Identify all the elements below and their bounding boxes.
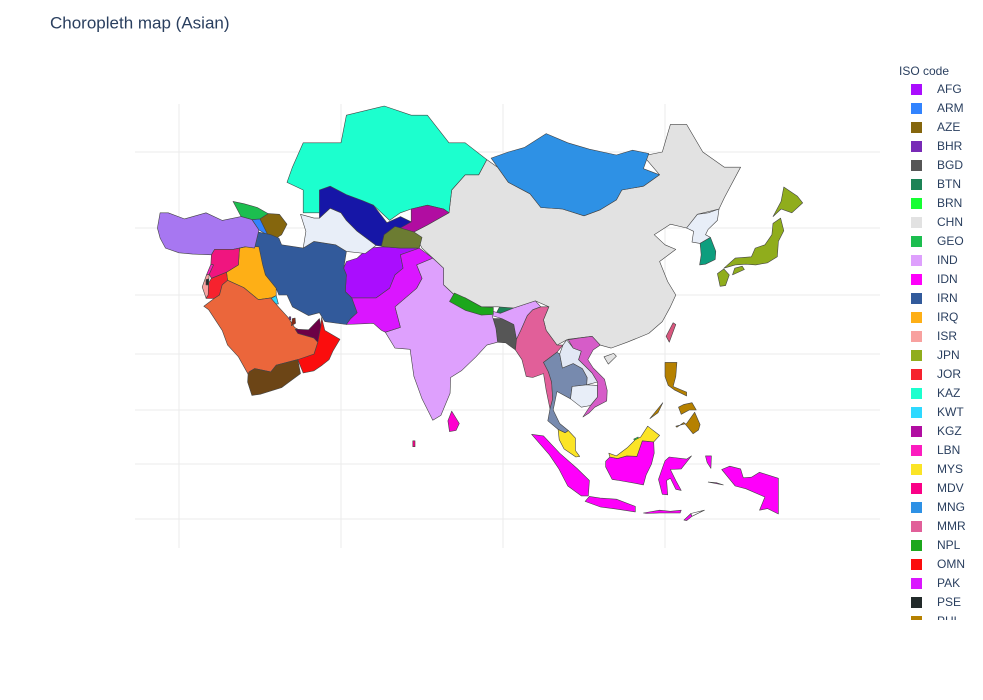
country-shape [686, 208, 720, 244]
country-shape [717, 186, 803, 287]
legend-swatch [911, 407, 922, 418]
legend-swatch [911, 616, 922, 620]
legend-swatch [911, 274, 922, 285]
legend-swatch [911, 521, 922, 532]
country-shape [690, 509, 705, 517]
legend-label: KAZ [937, 386, 960, 400]
legend-label: MDV [937, 481, 964, 495]
legend-label: BTN [937, 177, 961, 191]
country-shape [449, 292, 494, 316]
legend-swatch [911, 312, 922, 323]
legend-label: IRQ [937, 310, 958, 324]
legend-label: PHL [937, 614, 961, 628]
legend-label: JPN [937, 348, 960, 362]
legend-swatch [911, 559, 922, 570]
legend-label: AFG [937, 82, 962, 96]
legend-label: OMN [937, 557, 965, 571]
legend-swatch [911, 578, 922, 589]
legend-label: ARM [937, 101, 964, 115]
legend-label: BRN [937, 196, 962, 210]
country-shape [247, 359, 301, 396]
legend-swatch [911, 198, 922, 209]
legend-swatch [911, 331, 922, 342]
legend-label: PAK [937, 576, 960, 590]
legend-swatch [911, 369, 922, 380]
country-shape [294, 318, 322, 343]
country-shape [291, 317, 296, 326]
legend-swatch [911, 464, 922, 475]
legend-swatch [911, 426, 922, 437]
country-shape [665, 322, 677, 343]
legend-swatch [911, 255, 922, 266]
country-shape [447, 410, 460, 432]
country-shape [205, 278, 209, 286]
country-shape [568, 336, 608, 418]
legend-swatch [911, 350, 922, 361]
country-shape [208, 246, 246, 279]
legend-label: IND [937, 253, 958, 267]
legend-label: MNG [937, 500, 965, 514]
legend-label: CHN [937, 215, 963, 229]
country-shape [381, 226, 423, 249]
legend-swatch [911, 388, 922, 399]
legend-label: PSE [937, 595, 961, 609]
country-shape [649, 362, 701, 435]
country-shape [203, 280, 319, 375]
legend-label: LBN [937, 443, 960, 457]
legend-label: BGD [937, 158, 963, 172]
legend-label: IDN [937, 272, 958, 286]
country-shape [157, 212, 260, 256]
legend-label: IRN [937, 291, 958, 305]
legend-swatch [911, 179, 922, 190]
legend: ISO code AFG ARM AZE BHR BGD BTN BRN CHN GEO IND I… [899, 64, 966, 628]
legend-swatch [911, 293, 922, 304]
country-shape [699, 237, 717, 266]
legend-swatch [911, 540, 922, 551]
legend-swatch [911, 84, 922, 95]
country-shape [319, 185, 412, 247]
legend-label: JOR [937, 367, 961, 381]
legend-swatch [911, 122, 922, 133]
legend-label: MMR [937, 519, 966, 533]
country-shape [412, 440, 416, 447]
legend-swatch [911, 236, 922, 247]
legend-title: ISO code [899, 64, 949, 78]
legend-label: MYS [937, 462, 963, 476]
legend-swatch [911, 103, 922, 114]
legend-swatch [911, 483, 922, 494]
country-shape [490, 133, 660, 217]
legend-label: AZE [937, 120, 960, 134]
chart-title: Choropleth map (Asian) [50, 13, 230, 32]
legend-label: KWT [937, 405, 964, 419]
legend-label: BHR [937, 139, 963, 153]
legend-swatch [911, 141, 922, 152]
legend-swatch [911, 502, 922, 513]
legend-swatch [911, 160, 922, 171]
legend-label: KGZ [937, 424, 962, 438]
legend-swatch [911, 597, 922, 608]
map [157, 105, 803, 521]
country-shape [346, 247, 434, 333]
legend-label: ISR [937, 329, 957, 343]
legend-swatch [911, 445, 922, 456]
legend-items: AFG ARM AZE BHR BGD BTN BRN CHN GEO IND IDN IRN IRQ I… [911, 82, 966, 628]
legend-label: GEO [937, 234, 964, 248]
country-shape [288, 316, 292, 321]
legend-label: NPL [937, 538, 961, 552]
legend-swatch [911, 217, 922, 228]
